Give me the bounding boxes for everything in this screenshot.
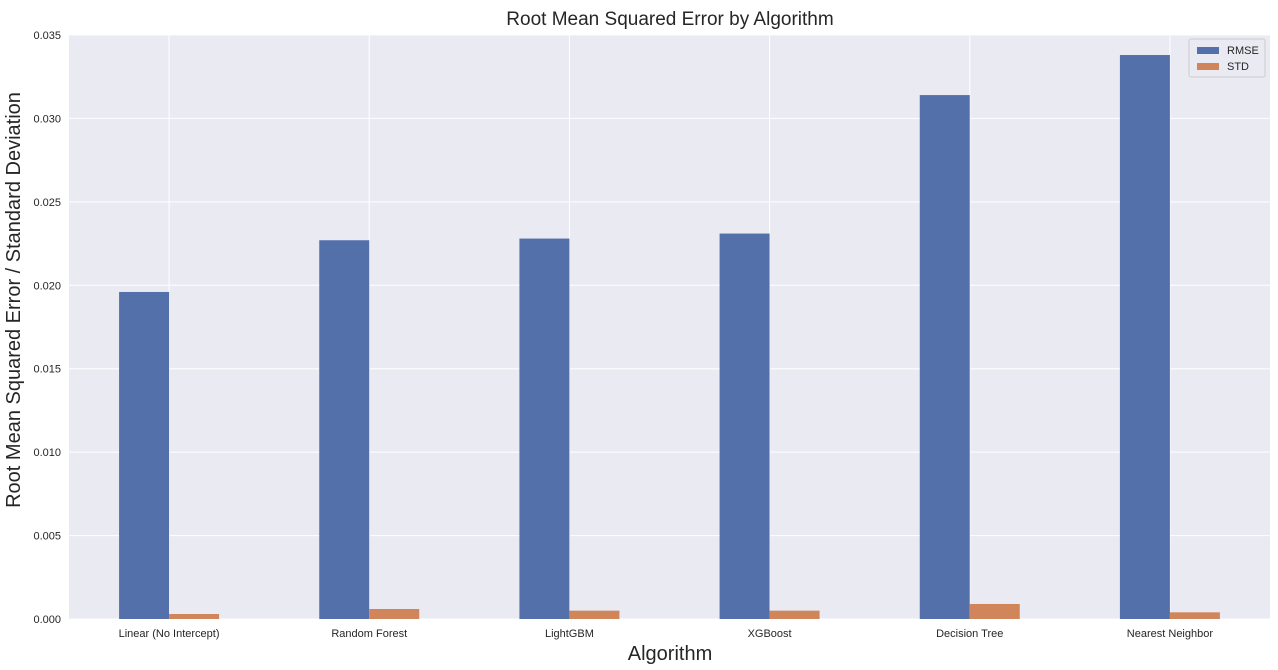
x-tick-label: XGBoost: [748, 628, 792, 640]
y-tick-label: 0.025: [33, 197, 61, 209]
x-axis-label: Algorithm: [628, 643, 712, 665]
x-tick-label: Linear (No Intercept): [119, 628, 220, 640]
bar-std: [569, 610, 620, 619]
x-axis-ticks: Linear (No Intercept) Random Forest LightG…: [119, 628, 1214, 640]
bar-rmse: [319, 240, 370, 619]
y-axis-label: Root Mean Squared Error / Standard Devia…: [3, 92, 25, 508]
y-tick-label: 0.010: [33, 447, 61, 459]
bar-rmse: [919, 95, 970, 619]
bar-std: [369, 608, 420, 619]
legend: RMSE STD: [1188, 38, 1266, 78]
bars: [119, 55, 1220, 620]
legend-swatch-std: [1197, 63, 1219, 70]
y-tick-label: 0.015: [33, 364, 61, 376]
bar-std: [769, 610, 820, 619]
bar-std: [969, 603, 1020, 619]
bar-rmse: [519, 238, 570, 619]
plot-area: [69, 35, 1270, 619]
legend-label: RMSE: [1227, 45, 1259, 57]
x-tick-label: Nearest Neighbor: [1127, 628, 1214, 640]
bar-std: [1169, 612, 1220, 619]
y-tick-label: 0.035: [33, 30, 61, 42]
chart-title: Root Mean Squared Error by Algorithm: [506, 9, 833, 30]
bar-std: [169, 613, 220, 619]
x-tick-label: LightGBM: [545, 628, 594, 640]
y-axis-ticks: 0.000 0.005 0.010 0.015 0.020 0.025 0.030 0.035: [33, 30, 61, 626]
y-tick-label: 0.020: [33, 280, 61, 292]
bar-rmse: [1119, 55, 1170, 620]
legend-label: STD: [1227, 61, 1249, 73]
x-tick-label: Decision Tree: [936, 628, 1003, 640]
y-tick-label: 0.030: [33, 113, 61, 125]
bar-rmse: [119, 291, 170, 619]
legend-swatch-rmse: [1197, 47, 1219, 54]
y-tick-label: 0.000: [33, 614, 61, 626]
x-tick-label: Random Forest: [331, 628, 407, 640]
bar-rmse: [719, 233, 770, 619]
y-tick-label: 0.005: [33, 531, 61, 543]
